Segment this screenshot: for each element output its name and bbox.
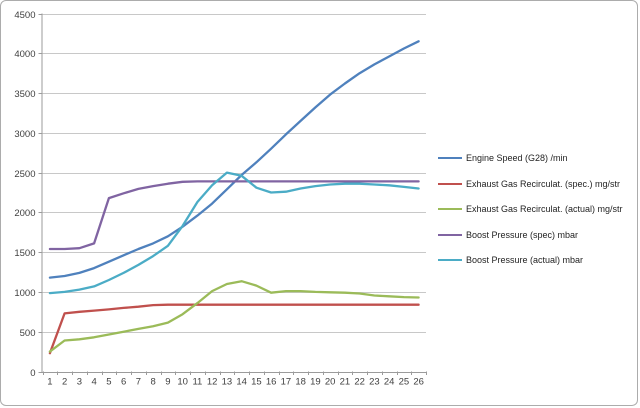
series-line-0 bbox=[48, 40, 420, 279]
x-axis-label-18: 18 bbox=[295, 377, 306, 388]
x-axis-label-17: 17 bbox=[281, 377, 292, 388]
y-axis-label-4000: 4000 bbox=[14, 49, 35, 60]
x-axis-label-13: 13 bbox=[222, 377, 233, 388]
series-line-3 bbox=[48, 180, 420, 251]
legend-marker-line bbox=[438, 259, 462, 261]
legend-item-label: Engine Speed (G28) /min bbox=[466, 153, 568, 163]
legend-item: Exhaust Gas Recirculat. (spec.) mg/str bbox=[438, 179, 623, 189]
x-axis-label-7: 7 bbox=[136, 377, 141, 388]
y-axis-label-2000: 2000 bbox=[14, 208, 35, 219]
legend-item-label: Exhaust Gas Recirculat. (actual) mg/str bbox=[466, 204, 623, 214]
x-axis-label-20: 20 bbox=[325, 377, 336, 388]
x-axis-label-11: 11 bbox=[192, 377, 202, 388]
x-axis-label-10: 10 bbox=[177, 377, 188, 388]
legend-item-label: Exhaust Gas Recirculat. (spec.) mg/str bbox=[466, 178, 621, 189]
legend: Engine Speed (G28) /min Exhaust Gas Recir… bbox=[438, 153, 623, 265]
legend-item-label: Boost Pressure (actual) mbar bbox=[466, 255, 584, 265]
legend-marker-line bbox=[438, 182, 462, 185]
y-axis-label-2500: 2500 bbox=[14, 169, 35, 180]
y-axis-label-4500: 4500 bbox=[14, 10, 35, 21]
x-axis-label-26: 26 bbox=[413, 377, 424, 388]
x-axis-label-16: 16 bbox=[266, 377, 277, 388]
legend-item: Boost Pressure (actual) mbar bbox=[438, 255, 623, 265]
x-axis-label-5: 5 bbox=[106, 377, 111, 388]
x-axis-label-25: 25 bbox=[399, 377, 410, 388]
legend-marker-line bbox=[438, 208, 462, 210]
x-axis-label-3: 3 bbox=[77, 377, 82, 388]
x-axis-label-23: 23 bbox=[369, 377, 380, 388]
x-axis-label-9: 9 bbox=[165, 377, 170, 388]
y-axis-label-1500: 1500 bbox=[14, 248, 35, 259]
x-axis-label-12: 12 bbox=[207, 377, 218, 388]
x-axis-label-4: 4 bbox=[91, 377, 96, 388]
legend-marker-line bbox=[438, 157, 462, 159]
x-axis-label-21: 21 bbox=[340, 377, 351, 388]
series-line-1 bbox=[48, 303, 420, 355]
y-axis-label-500: 500 bbox=[20, 328, 36, 339]
legend-item: Boost Pressure (spec) mbar bbox=[438, 230, 623, 240]
series-line-4 bbox=[48, 171, 420, 295]
x-axis-label-2: 2 bbox=[62, 377, 67, 388]
x-axis-label-22: 22 bbox=[354, 377, 365, 388]
x-axis-label-1: 1 bbox=[47, 377, 52, 388]
legend-item: Engine Speed (G28) /min bbox=[438, 153, 623, 163]
legend-item-label: Boost Pressure (spec) mbar bbox=[466, 229, 579, 240]
series-line-2 bbox=[48, 280, 420, 353]
legend-marker-line bbox=[438, 233, 462, 236]
y-axis-label-3500: 3500 bbox=[14, 89, 35, 100]
x-axis-label-15: 15 bbox=[251, 377, 262, 388]
y-axis-label-3000: 3000 bbox=[14, 129, 35, 140]
x-axis-label-24: 24 bbox=[384, 377, 395, 388]
legend-item: Exhaust Gas Recirculat. (actual) mg/str bbox=[438, 204, 623, 214]
x-axis-label-19: 19 bbox=[310, 377, 321, 388]
x-axis-label-6: 6 bbox=[121, 377, 126, 388]
y-axis-label-1000: 1000 bbox=[14, 288, 35, 299]
x-axis-label-8: 8 bbox=[150, 377, 155, 388]
y-axis-label-0: 0 bbox=[30, 368, 35, 379]
x-axis-label-14: 14 bbox=[236, 377, 247, 388]
